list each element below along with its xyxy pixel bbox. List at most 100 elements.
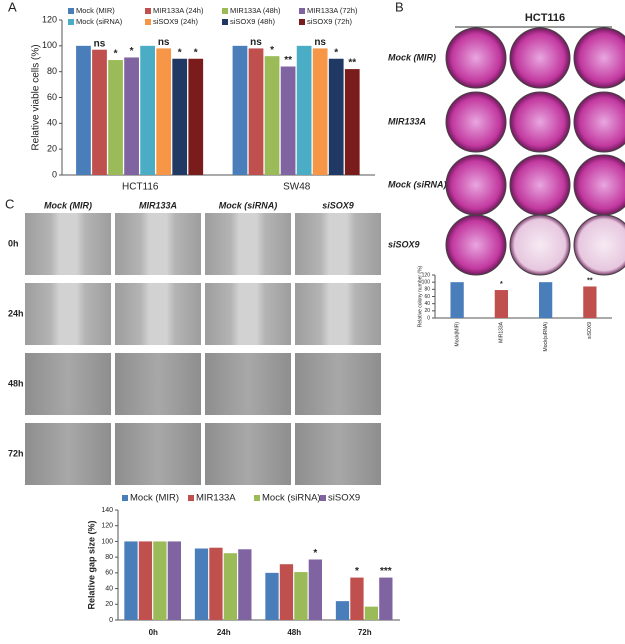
y-tick-label: 40 [105, 585, 113, 592]
bar [335, 601, 350, 620]
wound-image [25, 283, 111, 345]
legend-swatch [222, 8, 228, 14]
y-tick-label: 100 [42, 40, 57, 50]
panel-label: B [395, 0, 404, 14]
row-label: Mock (MIR) [388, 52, 436, 62]
legend-swatch [145, 19, 151, 25]
plate-image [445, 91, 507, 153]
wound-image [295, 423, 381, 485]
bar [583, 286, 597, 318]
y-tick-label: 100 [422, 279, 431, 285]
y-tick-label: 120 [101, 523, 113, 530]
x-tick-label: Mock(siRNA) [543, 322, 549, 352]
y-tick-label: 120 [422, 272, 431, 278]
bar [138, 541, 153, 620]
legend-swatch [68, 19, 74, 25]
plate-image [445, 27, 507, 89]
y-tick-label: 100 [101, 538, 113, 545]
row-label: 48h [8, 378, 24, 388]
significance-label: * [334, 47, 338, 58]
y-axis-label: Relative gap size (%) [86, 520, 96, 609]
y-tick-label: 140 [101, 507, 113, 514]
row-label: 24h [8, 308, 24, 318]
bar [223, 553, 238, 620]
row-label: Mock (siRNA) [388, 179, 447, 189]
bar [92, 49, 107, 176]
bar [308, 559, 322, 620]
wound-image [205, 283, 291, 345]
wound-image [115, 213, 201, 275]
y-tick-label: 0 [109, 617, 113, 624]
significance-label: ns [314, 37, 326, 48]
row-label: 72h [8, 448, 24, 458]
wound-image [295, 353, 381, 415]
legend-label: siSOX9 (72h) [307, 17, 353, 26]
bar [153, 541, 167, 620]
x-tick-label: 0h [149, 628, 158, 637]
wound-image [295, 283, 381, 345]
significance-label: * [313, 548, 317, 559]
bar [76, 45, 91, 176]
legend-label: siSOX9 [328, 493, 360, 504]
wound-image [25, 423, 111, 485]
wound-image [205, 423, 291, 485]
y-tick-label: 40 [47, 118, 57, 128]
y-tick-label: 120 [42, 14, 57, 24]
significance-label: ** [284, 55, 292, 66]
y-tick-label: 80 [424, 287, 430, 293]
bar [209, 547, 223, 620]
row-label: 0h [8, 238, 19, 248]
bar [344, 69, 360, 175]
significance-label: * [130, 46, 134, 57]
legend-swatch [299, 19, 305, 25]
panel-label: A [8, 0, 17, 14]
legend-label: MIR133A (24h) [153, 6, 204, 15]
significance-label: * [194, 47, 198, 58]
legend-swatch [188, 495, 194, 501]
y-tick-label: 60 [105, 570, 113, 577]
bar [379, 577, 393, 620]
legend-swatch [122, 495, 128, 501]
legend-label: Mock (MIR) [76, 6, 115, 15]
legend-swatch [299, 8, 305, 14]
bar [296, 45, 312, 176]
significance-label: * [114, 49, 118, 60]
y-tick-label: 20 [105, 601, 113, 608]
bar [280, 66, 296, 175]
y-tick-label: 40 [424, 301, 430, 307]
legend-swatch [320, 495, 326, 501]
panel-label: C [5, 196, 14, 211]
y-tick-label: 80 [105, 554, 113, 561]
y-axis-label: Relative colony number (%) [417, 265, 423, 327]
bar [140, 45, 156, 176]
y-tick-label: 0 [427, 315, 430, 321]
legend-swatch [254, 495, 260, 501]
significance-label: * [178, 47, 182, 58]
row-label: MIR133A [388, 116, 426, 126]
y-tick-label: 80 [47, 66, 57, 76]
y-tick-label: 20 [424, 308, 430, 314]
bar [538, 282, 553, 318]
y-axis-label: Relative viable cells (%) [31, 44, 42, 150]
x-tick-label: 48h [287, 628, 301, 637]
significance-label: * [500, 281, 503, 288]
bar [167, 541, 181, 620]
bar [248, 48, 264, 175]
wound-image [205, 353, 291, 415]
x-tick-label: MIR133A [499, 321, 505, 343]
bar [124, 541, 138, 620]
plate-image [445, 214, 507, 276]
column-label: Mock (MIR) [44, 200, 92, 210]
x-tick-label: HCT116 [122, 182, 159, 193]
significance-label: ns [250, 37, 262, 48]
legend-swatch [68, 8, 74, 14]
bar [312, 48, 328, 175]
bar [232, 45, 248, 176]
column-label: Mock (siRNA) [219, 200, 278, 210]
legend-label: MIR133A [196, 493, 236, 504]
x-tick-label: SW48 [283, 182, 311, 193]
wound-image [115, 353, 201, 415]
bar [108, 60, 123, 175]
wound-image [295, 213, 381, 275]
plate-image [509, 154, 571, 216]
